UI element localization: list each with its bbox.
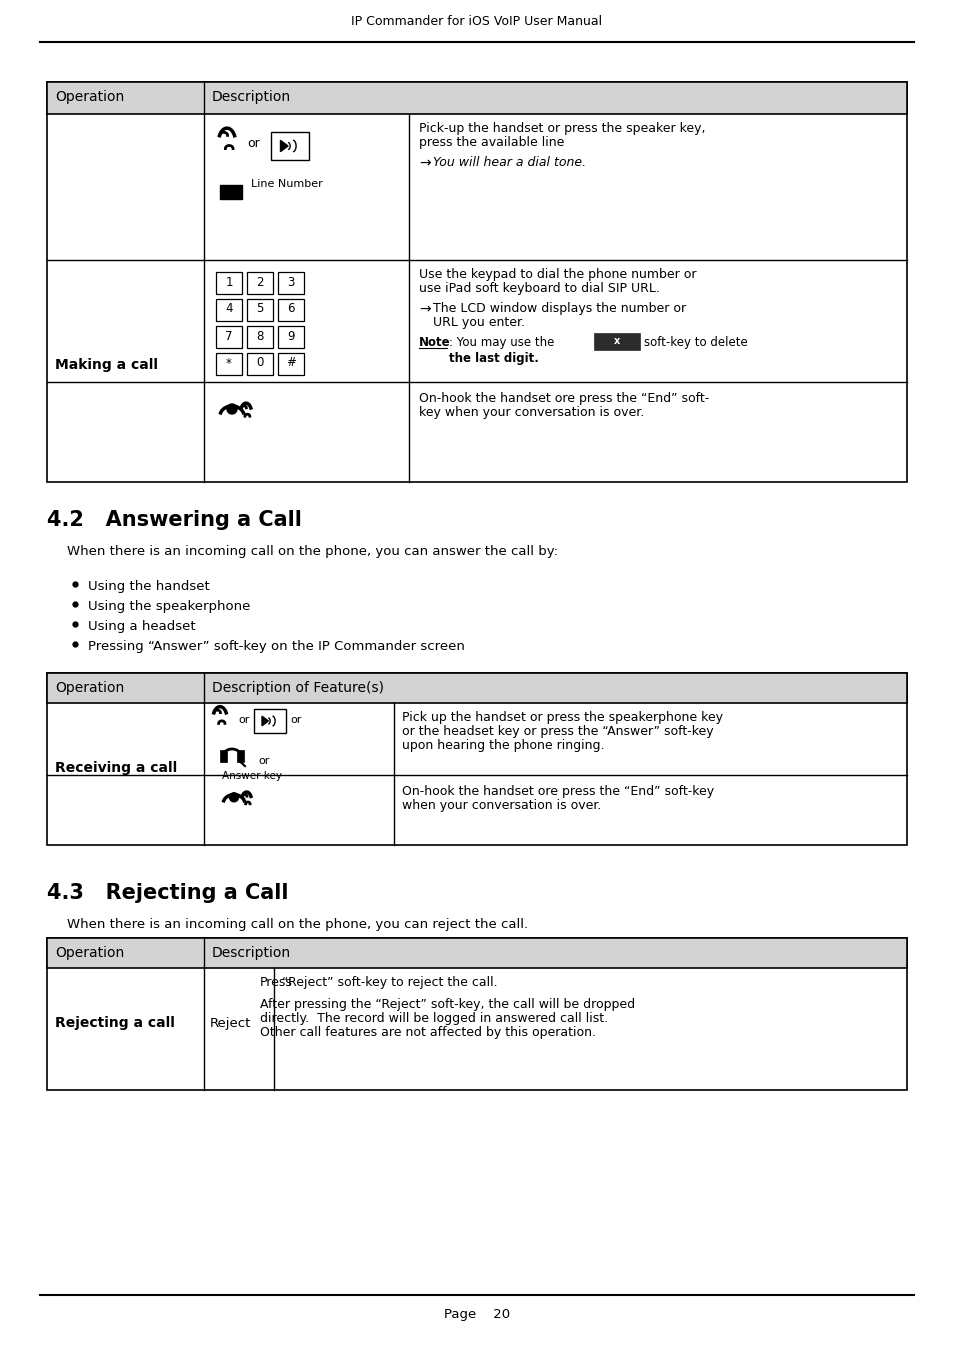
Text: or: or (257, 756, 269, 765)
Text: Use the keypad to dial the phone number or: Use the keypad to dial the phone number … (418, 269, 696, 281)
Text: 4: 4 (225, 302, 233, 316)
Bar (247, 298, 273, 321)
Bar (247, 271, 273, 294)
Circle shape (230, 792, 238, 802)
Bar (47, 674, 906, 703)
Bar (215, 271, 242, 294)
Text: Pressing “Answer” soft-key on the IP Commander screen: Pressing “Answer” soft-key on the IP Com… (88, 640, 464, 653)
Text: Other call features are not affected by this operation.: Other call features are not affected by … (260, 1026, 596, 1040)
Text: use iPad soft keyboard to dial SIP URL.: use iPad soft keyboard to dial SIP URL. (418, 282, 659, 296)
Bar (215, 352, 242, 375)
Text: x: x (613, 336, 619, 346)
Text: #: # (286, 356, 295, 370)
Text: Description: Description (212, 90, 291, 104)
Text: upon hearing the phone ringing.: upon hearing the phone ringing. (401, 738, 604, 752)
Text: Note: Note (418, 336, 450, 350)
Text: Operation: Operation (55, 680, 124, 695)
Text: key when your conversation is over.: key when your conversation is over. (418, 406, 643, 418)
Bar (277, 325, 304, 348)
Text: soft-key to delete: soft-key to delete (643, 336, 747, 350)
Text: 4.3   Rejecting a Call: 4.3 Rejecting a Call (47, 883, 288, 903)
Text: Page    20: Page 20 (443, 1308, 510, 1322)
Text: press the available line: press the available line (418, 136, 564, 148)
Bar (247, 352, 273, 375)
Bar (236, 749, 244, 761)
Text: Reject: Reject (210, 1017, 251, 1030)
Text: : You may use the: : You may use the (449, 336, 554, 350)
Text: Using the speakerphone: Using the speakerphone (88, 599, 250, 613)
Polygon shape (280, 140, 288, 151)
Text: On-hook the handset ore press the “End” soft-: On-hook the handset ore press the “End” … (418, 392, 708, 405)
Text: *: * (226, 356, 232, 370)
Bar (47, 938, 906, 1089)
Text: URL you enter.: URL you enter. (433, 316, 524, 329)
Text: 3: 3 (287, 275, 294, 289)
Text: Pick up the handset or press the speakerphone key: Pick up the handset or press the speaker… (401, 711, 722, 724)
Text: Using a headset: Using a headset (88, 620, 195, 633)
Text: or: or (247, 136, 259, 150)
Text: directly.  The record will be logged in answered call list.: directly. The record will be logged in a… (260, 1012, 607, 1025)
Bar (277, 271, 304, 294)
Bar (47, 938, 906, 968)
Text: You will hear a dial tone.: You will hear a dial tone. (433, 157, 585, 169)
Text: Operation: Operation (55, 946, 124, 960)
Bar (277, 352, 304, 375)
Text: On-hook the handset ore press the “End” soft-key: On-hook the handset ore press the “End” … (401, 784, 714, 798)
Text: When there is an incoming call on the phone, you can answer the call by:: When there is an incoming call on the ph… (67, 545, 558, 558)
Bar (215, 325, 242, 348)
Text: 8: 8 (256, 329, 263, 343)
Bar (247, 325, 273, 348)
Text: Receiving a call: Receiving a call (55, 761, 177, 775)
Bar (221, 186, 227, 190)
Text: The LCD window displays the number or: The LCD window displays the number or (433, 302, 685, 315)
Bar (594, 333, 639, 350)
Circle shape (227, 404, 236, 414)
Text: When there is an incoming call on the phone, you can reject the call.: When there is an incoming call on the ph… (67, 918, 528, 932)
Text: 0: 0 (256, 356, 263, 370)
Text: 6: 6 (287, 302, 294, 316)
Text: 1: 1 (225, 275, 233, 289)
Bar (271, 132, 309, 161)
Text: Rejecting a call: Rejecting a call (55, 1017, 174, 1030)
Text: Operation: Operation (55, 90, 124, 104)
Bar (227, 186, 234, 192)
Text: After pressing the “Reject” soft-key, the call will be dropped: After pressing the “Reject” soft-key, th… (260, 998, 635, 1011)
Bar (220, 185, 241, 200)
Text: or the headset key or press the “Answer” soft-key: or the headset key or press the “Answer”… (401, 725, 713, 738)
Text: Answer key: Answer key (222, 771, 282, 782)
Text: Making a call: Making a call (55, 358, 158, 373)
Text: Pick-up the handset or press the speaker key,: Pick-up the handset or press the speaker… (418, 122, 705, 135)
Bar (253, 709, 286, 733)
Polygon shape (262, 717, 268, 726)
Text: Press: Press (260, 976, 293, 990)
Text: the last digit.: the last digit. (449, 352, 538, 365)
Bar (234, 186, 241, 190)
Text: 5: 5 (256, 302, 263, 316)
Text: or: or (237, 716, 249, 725)
Text: when your conversation is over.: when your conversation is over. (401, 799, 600, 811)
Text: →: → (418, 157, 430, 170)
Text: Line Number: Line Number (251, 180, 322, 189)
Text: 9: 9 (287, 329, 294, 343)
Bar (47, 674, 906, 845)
Text: or: or (290, 716, 301, 725)
Text: 7: 7 (225, 329, 233, 343)
Bar (215, 298, 242, 321)
Text: Description: Description (212, 946, 291, 960)
Bar (277, 298, 304, 321)
Bar (47, 82, 906, 113)
Text: “Reject” soft-key to reject the call.: “Reject” soft-key to reject the call. (282, 976, 497, 990)
Text: 2: 2 (256, 275, 263, 289)
Text: Using the handset: Using the handset (88, 580, 210, 593)
Text: 4.2   Answering a Call: 4.2 Answering a Call (47, 510, 301, 531)
Bar (220, 749, 227, 761)
Text: IP Commander for iOS VoIP User Manual: IP Commander for iOS VoIP User Manual (351, 15, 602, 28)
Text: →: → (418, 302, 430, 316)
Text: Description of Feature(s): Description of Feature(s) (212, 680, 384, 695)
Bar (47, 82, 906, 482)
